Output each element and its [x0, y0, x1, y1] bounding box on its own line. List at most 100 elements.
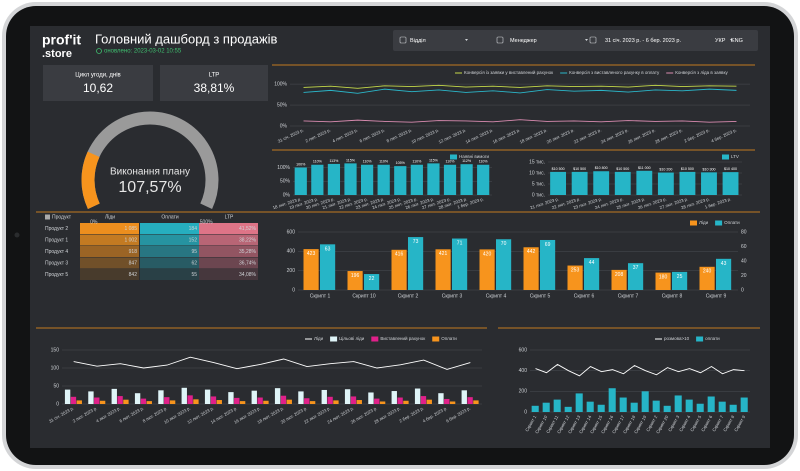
bar	[251, 390, 257, 404]
bar	[333, 400, 339, 404]
y-tick-label: 0 тис.	[532, 192, 545, 198]
bar	[674, 395, 682, 412]
bar	[99, 400, 106, 404]
bar	[111, 388, 117, 404]
y-tick-label: 50%	[277, 102, 288, 108]
filter-label[interactable]: Відділ	[410, 38, 426, 44]
data-label-box	[716, 259, 731, 267]
camera	[14, 232, 20, 238]
data-label: 25	[677, 274, 683, 280]
data-label: 71	[457, 240, 463, 246]
y-tick-label: 100%	[277, 165, 290, 171]
data-label: 37	[633, 265, 639, 271]
table-cell	[80, 234, 139, 246]
y-tick-label: 0	[56, 401, 59, 407]
table-cell-text: 34,08%	[239, 272, 257, 278]
y-tick-label: 0%	[280, 123, 288, 129]
table-cell	[80, 257, 139, 269]
bar	[571, 171, 588, 195]
bar	[158, 390, 164, 404]
y2-tick-label: 60	[741, 244, 747, 250]
bar	[414, 388, 421, 404]
bar	[722, 172, 739, 195]
bar	[239, 401, 246, 404]
data-label-box	[584, 259, 599, 267]
bar	[427, 163, 440, 195]
bar	[523, 247, 539, 290]
bar	[327, 396, 333, 404]
bar	[657, 172, 674, 195]
line	[303, 88, 737, 94]
filter-label[interactable]: 31 січ. 2023 р. - 6 бер. 2023 р.	[605, 38, 681, 44]
bar	[377, 164, 390, 195]
table-cell-text: Продукт 4	[45, 249, 68, 255]
gauge-tick-label: 0%	[90, 220, 98, 226]
y-tick-label: 10 тис.	[529, 170, 545, 176]
table-cell-text: 95	[191, 249, 197, 255]
x-tick-label: Скрипт 3	[442, 293, 463, 299]
lang-option[interactable]: ENG	[731, 38, 743, 44]
bar	[134, 393, 141, 404]
data-label: $10 200	[659, 168, 672, 172]
data-label-box	[628, 264, 643, 272]
bar	[449, 401, 456, 404]
bar	[76, 400, 82, 404]
bar	[729, 404, 737, 412]
lang-option[interactable]: УКР	[715, 38, 726, 44]
bar	[426, 399, 432, 404]
filter-icon	[589, 36, 597, 44]
bar	[327, 163, 341, 195]
table-cell-text: 41,52%	[239, 226, 257, 232]
bar	[608, 388, 616, 412]
data-label: $10 800	[595, 166, 608, 170]
table-cell	[140, 223, 199, 234]
data-label-box	[496, 240, 511, 248]
title: Головний дашборд з продажів	[95, 31, 278, 46]
legend-swatch	[696, 336, 704, 342]
table-cell-text: Продукт 2	[45, 226, 68, 232]
table-cell-text: 184	[189, 226, 198, 232]
table-cell	[140, 257, 199, 269]
y-tick-label: 400	[287, 249, 296, 255]
data-label: 110%	[446, 160, 456, 164]
data-label: 208	[615, 272, 624, 278]
data-label-box	[392, 250, 407, 258]
y-tick-label: 50%	[280, 179, 291, 185]
table-cell-text: 38,22%	[239, 238, 257, 244]
data-label: 113%	[329, 159, 339, 163]
bar	[461, 390, 467, 404]
data-label: 110%	[363, 160, 373, 164]
data-label-box	[672, 272, 687, 280]
legend-label: Конверсія з виставленого рахунку в оплат…	[569, 70, 660, 75]
bar	[228, 392, 234, 404]
data-label-box	[364, 275, 379, 283]
filter-label[interactable]: Менеджер	[510, 38, 537, 44]
data-label: 421	[439, 251, 448, 257]
data-label-box	[656, 273, 671, 281]
bar	[679, 171, 696, 195]
bar	[234, 397, 240, 404]
gauge-value	[81, 151, 100, 209]
bar	[140, 398, 147, 404]
table-cell-text: 36,74%	[239, 261, 257, 267]
data-label: 115%	[346, 158, 356, 162]
bar	[652, 400, 660, 412]
legend-swatch	[722, 154, 729, 160]
data-label: 423	[307, 251, 316, 257]
data-label: 44	[589, 260, 595, 266]
bar	[274, 388, 281, 404]
bar	[356, 400, 362, 404]
table-header: LTP	[225, 214, 234, 220]
bar	[263, 400, 269, 404]
data-label: 110%	[313, 160, 323, 164]
data-label: 105%	[396, 161, 406, 165]
x-tick-label: Скрипт 9	[706, 293, 727, 299]
data-label: $10 500	[573, 167, 586, 171]
y-tick-label: 200	[287, 268, 296, 274]
legend-swatch	[450, 154, 457, 160]
data-label: 22	[369, 276, 375, 282]
bar	[379, 401, 386, 404]
table-cell	[140, 269, 199, 280]
data-label-box	[304, 250, 319, 258]
bar	[181, 387, 187, 404]
